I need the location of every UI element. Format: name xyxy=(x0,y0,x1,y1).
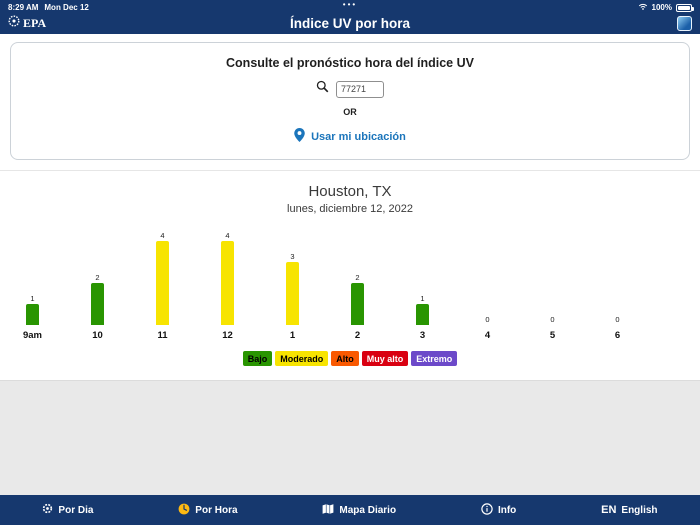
wifi-icon xyxy=(638,2,648,13)
axis-label: 9am xyxy=(22,330,42,341)
axis-label: 3 xyxy=(419,330,426,341)
bar-column: 0 xyxy=(455,315,520,325)
bar-value-label: 4 xyxy=(160,231,165,240)
uv-axis: 9am 10 11 12 1 2 3 4 5 6 xyxy=(0,330,650,341)
bar-value-label: 2 xyxy=(95,273,100,282)
legend-chip: Muy alto xyxy=(361,351,409,366)
language-code: EN xyxy=(601,504,617,516)
bottom-navigation: Por Dia Por Hora Mapa Diario Info EN Eng… xyxy=(0,495,700,525)
axis-label: 11 xyxy=(157,330,168,341)
battery-icon xyxy=(676,3,694,12)
sun-gear-icon xyxy=(42,503,53,517)
app-icon xyxy=(677,15,692,31)
bar-column: 3 xyxy=(260,252,325,325)
zip-code-input[interactable] xyxy=(336,80,384,98)
tab-por-hora[interactable]: Por Hora xyxy=(178,503,238,518)
tab-info[interactable]: Info xyxy=(481,502,517,518)
axis-label: 10 xyxy=(92,330,103,341)
chart-date-subtitle: lunes, diciembre 12, 2022 xyxy=(287,203,413,215)
info-icon xyxy=(481,502,493,518)
status-date: Mon Dec 12 xyxy=(44,3,89,12)
uv-bar xyxy=(26,304,39,325)
bar-column: 4 xyxy=(195,231,260,325)
status-bar: 8:29 AM Mon Dec 12 100% xyxy=(0,0,700,13)
axis-label: 1 xyxy=(289,330,296,341)
bar-value-label: 1 xyxy=(420,294,425,303)
bar-column: 1 xyxy=(390,294,455,325)
tab-label: Mapa Diario xyxy=(339,504,397,516)
legend-chip: Alto xyxy=(331,351,359,366)
uv-bar xyxy=(91,283,104,325)
search-card-heading: Consulte el pronóstico hora del índice U… xyxy=(226,56,474,70)
or-separator: OR xyxy=(343,107,357,117)
status-time: 8:29 AM xyxy=(8,3,39,12)
uv-bars: 1 2 4 4 3 2 1 0 0 0 xyxy=(0,227,650,325)
uv-bar xyxy=(286,262,299,325)
battery-percent: 100% xyxy=(651,3,672,12)
search-icon xyxy=(316,80,329,98)
tab-label: Por Hora xyxy=(195,504,238,516)
axis-label: 12 xyxy=(222,330,233,341)
map-icon xyxy=(322,503,334,518)
uv-legend: Bajo Moderado Alto Muy alto Extremo xyxy=(0,351,700,366)
top-bar: 8:29 AM Mon Dec 12 100% ••• Índice UV po… xyxy=(0,0,700,34)
uv-bar xyxy=(221,241,234,325)
uv-bar xyxy=(156,241,169,325)
use-my-location-label: Usar mi ubicación xyxy=(311,130,406,143)
page-title: Índice UV por hora xyxy=(289,15,411,31)
bar-value-label: 0 xyxy=(485,315,490,324)
bar-column: 4 xyxy=(130,231,195,325)
use-my-location-button[interactable]: Usar mi ubicación xyxy=(294,128,406,145)
legend-chip: Bajo xyxy=(242,351,273,366)
app-header: Índice UV por hora EPA xyxy=(0,14,700,32)
axis-label: 6 xyxy=(614,330,621,341)
multitasking-dots-icon: ••• xyxy=(342,0,358,9)
bar-value-label: 4 xyxy=(225,231,230,240)
clock-icon xyxy=(178,503,190,518)
bar-column: 1 xyxy=(0,294,65,325)
tab-mapa-diario[interactable]: Mapa Diario xyxy=(322,503,396,518)
bar-value-label: 0 xyxy=(550,315,555,324)
legend-chip: Moderado xyxy=(275,351,329,366)
forecast-search-card: Consulte el pronóstico hora del índice U… xyxy=(10,42,690,160)
zip-search-row xyxy=(21,80,679,98)
bar-value-label: 3 xyxy=(290,252,295,261)
epa-logo: EPA xyxy=(8,15,46,31)
language-selector[interactable]: EN English xyxy=(601,504,657,516)
axis-label: 2 xyxy=(354,330,361,341)
epa-flower-icon xyxy=(8,15,20,31)
location-pin-icon xyxy=(294,128,305,145)
axis-label: 5 xyxy=(549,330,556,341)
language-label: English xyxy=(621,504,658,516)
bar-column: 0 xyxy=(585,315,650,325)
tab-label: Info xyxy=(497,504,517,516)
epa-logo-text: EPA xyxy=(23,15,47,30)
tab-por-dia[interactable]: Por Dia xyxy=(42,503,93,517)
bar-column: 2 xyxy=(65,273,130,325)
axis-label: 4 xyxy=(484,330,491,341)
bar-value-label: 1 xyxy=(30,294,35,303)
chart-location-title: Houston, TX xyxy=(308,183,392,200)
uv-bar xyxy=(351,283,364,325)
bar-value-label: 2 xyxy=(355,273,360,282)
tab-label: Por Dia xyxy=(58,504,94,516)
bar-column: 0 xyxy=(520,315,585,325)
bar-value-label: 0 xyxy=(615,315,620,324)
uv-bar xyxy=(416,304,429,325)
legend-chip: Extremo xyxy=(411,351,458,366)
empty-background-area xyxy=(0,380,700,495)
bar-column: 2 xyxy=(325,273,390,325)
